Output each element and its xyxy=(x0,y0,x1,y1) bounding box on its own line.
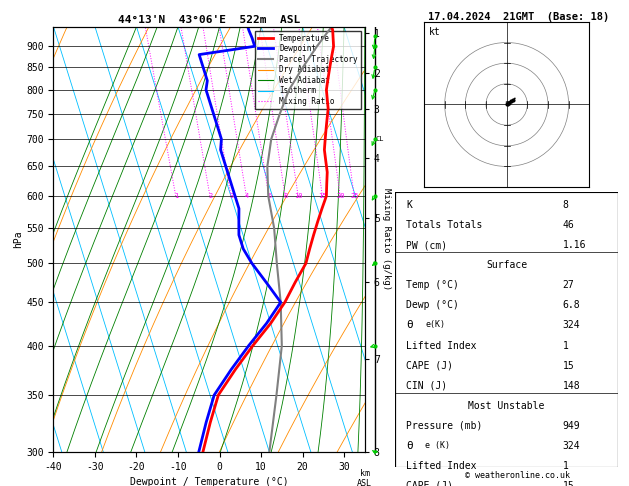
Y-axis label: Mixing Ratio (g/kg): Mixing Ratio (g/kg) xyxy=(382,188,391,291)
Text: 1: 1 xyxy=(562,461,569,471)
Text: CAPE (J): CAPE (J) xyxy=(406,481,453,486)
Text: 1: 1 xyxy=(174,193,179,199)
Text: 3: 3 xyxy=(230,193,233,199)
Text: PW (cm): PW (cm) xyxy=(406,240,447,250)
Text: 949: 949 xyxy=(562,421,580,431)
Text: Lifted Index: Lifted Index xyxy=(406,341,477,350)
Text: Pressure (mb): Pressure (mb) xyxy=(406,421,482,431)
Text: Totals Totals: Totals Totals xyxy=(406,220,482,230)
Text: kt: kt xyxy=(429,27,441,37)
Text: Most Unstable: Most Unstable xyxy=(469,400,545,411)
Text: e (K): e (K) xyxy=(425,441,450,450)
Text: 324: 324 xyxy=(562,320,580,330)
Text: 8: 8 xyxy=(562,200,569,210)
Text: CL: CL xyxy=(376,136,384,142)
Y-axis label: hPa: hPa xyxy=(13,230,23,248)
Text: 15: 15 xyxy=(319,193,327,199)
Text: CAPE (J): CAPE (J) xyxy=(406,361,453,370)
Text: e(K): e(K) xyxy=(425,320,445,330)
Text: 8: 8 xyxy=(284,193,287,199)
Text: 1.16: 1.16 xyxy=(562,240,586,250)
X-axis label: Dewpoint / Temperature (°C): Dewpoint / Temperature (°C) xyxy=(130,477,289,486)
Text: θ: θ xyxy=(406,320,413,330)
Text: 324: 324 xyxy=(562,441,580,451)
Text: 6: 6 xyxy=(267,193,271,199)
Text: 20: 20 xyxy=(337,193,345,199)
Title: 44°13'N  43°06'E  522m  ASL: 44°13'N 43°06'E 522m ASL xyxy=(118,15,300,25)
Text: 1: 1 xyxy=(562,341,569,350)
Text: 15: 15 xyxy=(562,361,574,370)
Text: km
ASL: km ASL xyxy=(357,469,372,486)
Text: Surface: Surface xyxy=(486,260,527,270)
Text: Temp (°C): Temp (°C) xyxy=(406,280,459,291)
Text: © weatheronline.co.uk: © weatheronline.co.uk xyxy=(465,471,569,480)
Text: K: K xyxy=(406,200,412,210)
Text: 17.04.2024  21GMT  (Base: 18): 17.04.2024 21GMT (Base: 18) xyxy=(428,12,610,22)
Text: Lifted Index: Lifted Index xyxy=(406,461,477,471)
Text: 10: 10 xyxy=(294,193,303,199)
Text: 46: 46 xyxy=(562,220,574,230)
Text: 6.8: 6.8 xyxy=(562,300,580,311)
Text: CIN (J): CIN (J) xyxy=(406,381,447,391)
Text: 148: 148 xyxy=(562,381,580,391)
Text: Dewp (°C): Dewp (°C) xyxy=(406,300,459,311)
Text: 4: 4 xyxy=(245,193,249,199)
Text: 27: 27 xyxy=(562,280,574,291)
Text: 2: 2 xyxy=(208,193,213,199)
Text: 25: 25 xyxy=(350,193,359,199)
Legend: Temperature, Dewpoint, Parcel Trajectory, Dry Adiabat, Wet Adiabat, Isotherm, Mi: Temperature, Dewpoint, Parcel Trajectory… xyxy=(255,31,361,109)
Text: 15: 15 xyxy=(562,481,574,486)
Text: θ: θ xyxy=(406,441,413,451)
